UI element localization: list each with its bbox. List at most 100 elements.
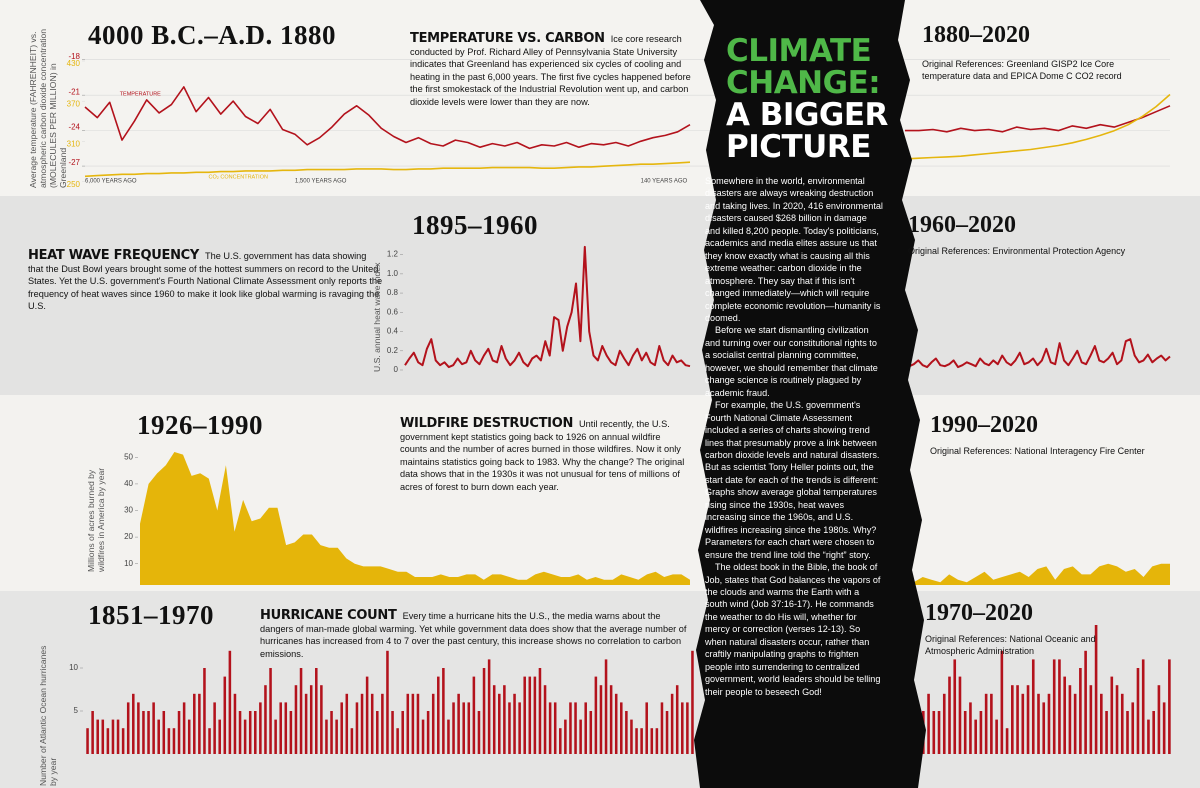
bar xyxy=(416,693,420,754)
bar xyxy=(315,668,318,754)
right-title: 1960–2020 xyxy=(908,212,1016,238)
bar xyxy=(376,711,379,754)
bar xyxy=(630,719,633,754)
bar xyxy=(670,693,674,754)
chart-title: 1895–1960 xyxy=(412,210,538,240)
bar xyxy=(325,719,328,754)
bar xyxy=(299,668,303,754)
bar xyxy=(990,693,993,754)
y-tick-label: 0.8 xyxy=(387,288,399,297)
series-label: CO₂ CONCENTRATION xyxy=(208,175,268,181)
bar xyxy=(599,685,603,754)
chart-description: Every time a hurricane hits the U.S., th… xyxy=(260,611,687,659)
bar xyxy=(513,693,516,754)
y2-tick-label: 430 xyxy=(67,59,81,68)
y-axis-label: Number of Atlantic Ocean hurricanes by y… xyxy=(38,645,58,786)
bar xyxy=(1110,676,1114,754)
y-tick-label: 0.2 xyxy=(387,346,399,355)
torn-strip xyxy=(694,0,926,788)
bar xyxy=(360,693,364,754)
bar xyxy=(248,711,252,754)
bar xyxy=(508,702,511,754)
bar xyxy=(1063,676,1066,754)
bar xyxy=(609,685,613,754)
bar xyxy=(635,728,638,754)
y-axis-label: Average temperature (FAHRENHEIT) vs. atm… xyxy=(28,28,68,188)
bar xyxy=(406,693,410,754)
y-tick-label: 50 xyxy=(124,452,133,461)
bar xyxy=(279,702,282,754)
bar xyxy=(457,693,460,754)
article-title: PICTURE xyxy=(726,129,871,165)
article-title: CHANGE: xyxy=(726,65,881,101)
bar xyxy=(1021,693,1025,754)
bar xyxy=(187,719,191,754)
bar xyxy=(111,719,115,754)
bar xyxy=(927,693,930,754)
y-tick-label: 30 xyxy=(124,506,133,515)
bar xyxy=(1126,711,1129,754)
bar xyxy=(1100,693,1103,754)
bar xyxy=(984,693,988,754)
reference: Original References: National Interagenc… xyxy=(930,446,1145,456)
bar xyxy=(538,668,542,754)
bar xyxy=(132,693,135,754)
bar xyxy=(233,693,237,754)
reference: Original References: National Oceanic an… xyxy=(925,634,1096,656)
bar xyxy=(467,702,471,754)
bar xyxy=(1052,659,1056,754)
line xyxy=(904,93,1171,160)
bar xyxy=(594,676,598,754)
bar xyxy=(533,676,537,754)
bar xyxy=(559,728,562,754)
bar xyxy=(523,676,526,754)
bar xyxy=(442,668,445,754)
bar xyxy=(126,702,130,754)
bar xyxy=(574,702,577,754)
bar xyxy=(995,719,998,754)
bar xyxy=(584,702,587,754)
bar xyxy=(579,719,582,754)
bar xyxy=(1011,685,1014,754)
bar xyxy=(691,650,694,754)
y-tick-label: -24 xyxy=(68,123,80,132)
bar xyxy=(1026,685,1030,754)
bar xyxy=(604,659,608,754)
y-tick-label: 0.6 xyxy=(387,307,399,316)
bar xyxy=(106,728,110,754)
bar xyxy=(477,711,481,754)
bar xyxy=(96,719,99,754)
line xyxy=(84,161,691,178)
bar xyxy=(198,693,201,754)
bar xyxy=(269,668,272,754)
y-tick-label: 1.0 xyxy=(387,269,399,278)
bar xyxy=(1073,693,1077,754)
chart-heading: HEAT WAVE FREQUENCY xyxy=(28,248,199,263)
bar xyxy=(223,676,227,754)
bar xyxy=(528,676,532,754)
right-title: 1990–2020 xyxy=(930,412,1038,438)
bar xyxy=(1105,711,1108,754)
bar xyxy=(142,711,145,754)
bar xyxy=(1162,702,1166,754)
bar xyxy=(665,711,669,754)
bar xyxy=(289,711,293,754)
y-tick-label: 1.2 xyxy=(387,250,399,259)
chart-text: TEMPERATURE VS. CARBON Ice core research … xyxy=(410,32,692,109)
y-tick-label: 0 xyxy=(394,365,399,374)
bar xyxy=(650,728,654,754)
bar xyxy=(1079,668,1082,754)
bar xyxy=(411,693,415,754)
paragraph: For example, the U.S. government's Fourt… xyxy=(705,400,880,560)
bar xyxy=(452,702,455,754)
line xyxy=(84,86,691,150)
bar xyxy=(1058,659,1061,754)
bar xyxy=(472,676,476,754)
bar xyxy=(503,685,506,754)
bar xyxy=(243,719,247,754)
bar xyxy=(1136,668,1140,754)
bar xyxy=(625,711,628,754)
bar xyxy=(193,693,196,754)
bar xyxy=(162,711,166,754)
reference: Original References: Environmental Prote… xyxy=(908,246,1126,256)
